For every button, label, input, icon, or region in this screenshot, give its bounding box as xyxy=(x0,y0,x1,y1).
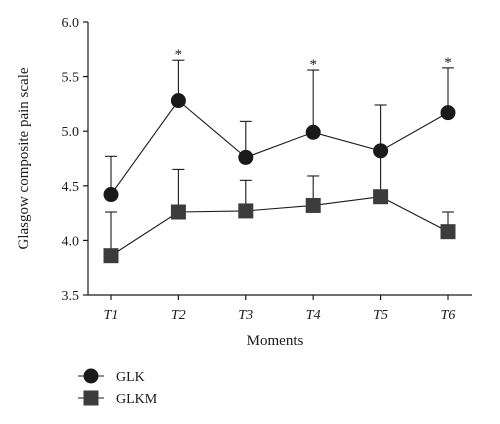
legend: GLK GLKM xyxy=(78,368,158,407)
y-tick-label: 3.5 xyxy=(62,289,80,304)
x-tick-label: T4 xyxy=(306,308,321,323)
y-tick-label: 4.0 xyxy=(62,234,80,249)
legend-label: GLK xyxy=(116,370,145,385)
x-tick-label: T1 xyxy=(104,308,119,323)
x-tick-label: T2 xyxy=(171,308,186,323)
y-tick-label: 5.0 xyxy=(62,125,80,140)
point xyxy=(440,105,456,121)
significance-star: * xyxy=(444,55,452,71)
series-line xyxy=(110,196,449,257)
y-tick-label: 6.0 xyxy=(62,16,80,31)
legend-item-glk: GLK xyxy=(78,368,145,385)
series-line xyxy=(110,99,449,195)
point xyxy=(103,187,119,203)
point xyxy=(170,204,186,220)
y-axis-label: Glasgow composite pain scale xyxy=(16,67,32,249)
x-tick-label: T3 xyxy=(238,308,253,323)
legend-item-glkm: GLKM xyxy=(78,390,158,407)
y-tick-label: 5.5 xyxy=(62,71,80,86)
x-tick-label: T6 xyxy=(441,308,456,323)
point xyxy=(305,197,321,213)
point xyxy=(373,189,389,205)
legend-marker xyxy=(83,368,99,384)
legend-label: GLKM xyxy=(116,392,158,407)
x-axis-label: Moments xyxy=(247,333,304,349)
significance-star: * xyxy=(309,57,317,73)
point xyxy=(373,143,389,159)
point xyxy=(440,224,456,240)
series-layer: * * * xyxy=(103,47,456,264)
axes: 3.5 4.0 4.5 5.0 5.5 6.0 T1 T2 T3 T4 T5 T6 xyxy=(62,16,472,323)
point xyxy=(103,248,119,264)
point xyxy=(238,149,254,165)
point xyxy=(238,203,254,219)
y-tick-label: 4.5 xyxy=(62,180,80,195)
series-glk xyxy=(103,59,456,203)
series-glkm xyxy=(103,153,456,264)
significance-star: * xyxy=(175,47,183,63)
point xyxy=(170,93,186,109)
point xyxy=(305,124,321,140)
x-tick-label: T5 xyxy=(373,308,388,323)
legend-marker xyxy=(83,390,99,406)
